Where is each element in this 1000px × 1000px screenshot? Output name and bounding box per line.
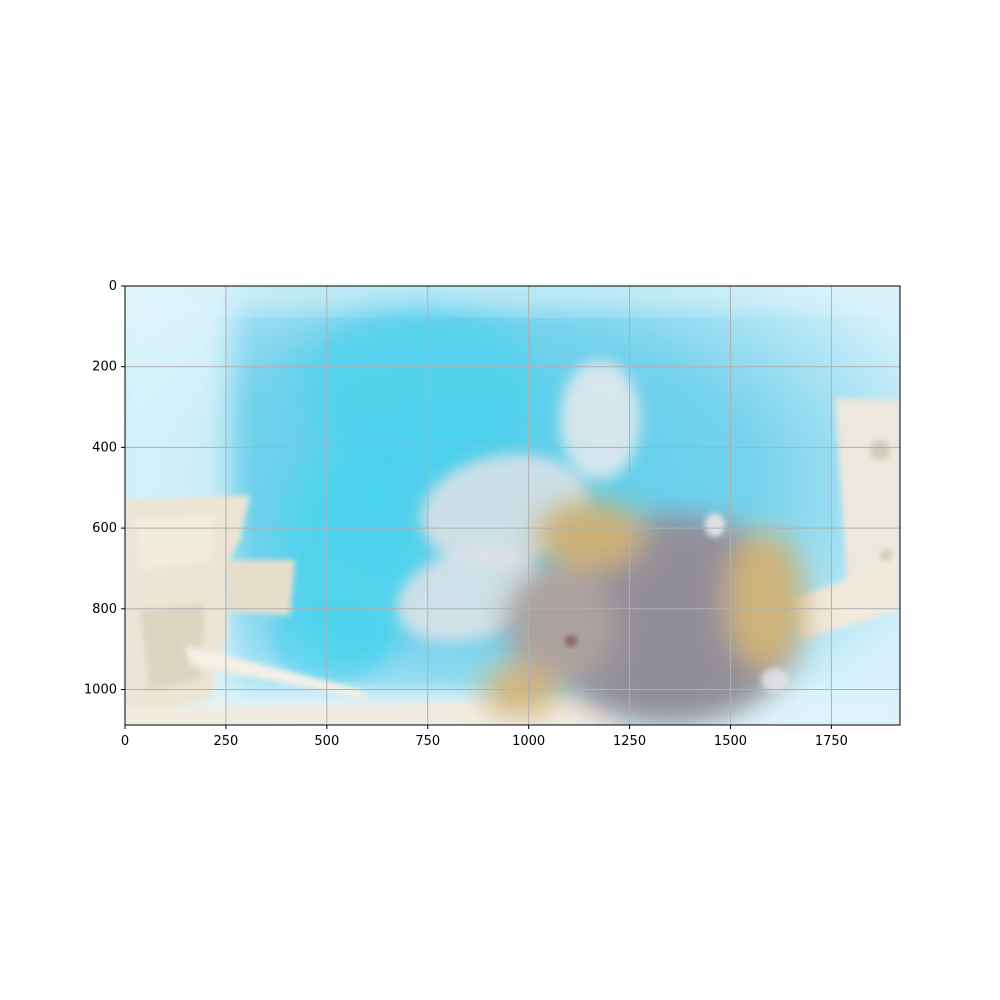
x-tick-label: 750 bbox=[415, 734, 440, 749]
x-tick-label: 0 bbox=[121, 734, 129, 749]
bee-body bbox=[480, 500, 805, 725]
x-tick-label: 1000 bbox=[512, 734, 545, 749]
y-tick-label: 600 bbox=[92, 521, 117, 536]
y-axis: 0 200 400 600 800 1000 bbox=[84, 279, 125, 697]
y-tick-label: 1000 bbox=[84, 682, 117, 697]
left-plastic-parts bbox=[125, 495, 620, 725]
x-tick-label: 500 bbox=[314, 734, 339, 749]
x-axis: 0 250 500 750 1000 1250 1500 1750 bbox=[121, 725, 848, 749]
x-tick-label: 1250 bbox=[613, 734, 646, 749]
y-tick-label: 800 bbox=[92, 602, 117, 617]
x-tick-label: 1500 bbox=[714, 734, 747, 749]
x-tick-label: 1750 bbox=[815, 734, 848, 749]
bee-photo bbox=[125, 286, 900, 725]
y-tick-label: 400 bbox=[92, 440, 117, 455]
right-plastic-bracket bbox=[790, 398, 900, 640]
y-tick-label: 200 bbox=[92, 360, 117, 375]
plot-frame bbox=[124, 285, 901, 726]
y-tick-label: 0 bbox=[109, 279, 117, 294]
x-tick-label: 250 bbox=[213, 734, 238, 749]
